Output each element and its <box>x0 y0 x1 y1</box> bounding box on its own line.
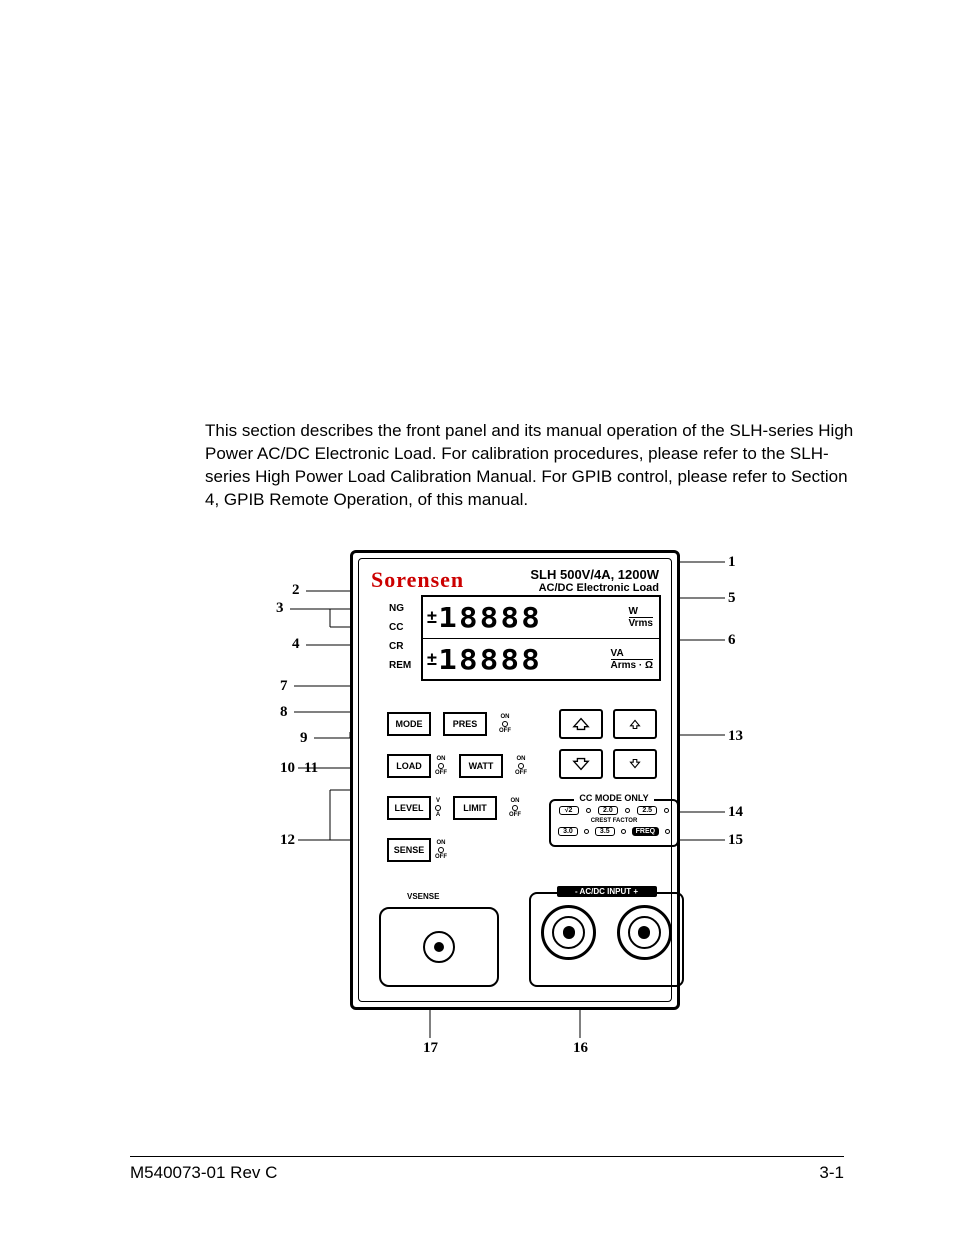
input-terminal-pos[interactable] <box>617 905 672 960</box>
led-rem: REM <box>389 656 411 675</box>
arrow-up-big-icon <box>572 717 590 731</box>
callout-15: 15 <box>728 832 743 849</box>
lcd1-digits: 18888 <box>438 601 542 634</box>
page-footer: M540073-01 Rev C 3-1 <box>130 1156 844 1183</box>
lcd2-prefix: ± <box>427 649 437 670</box>
limit-button[interactable]: LIMIT <box>453 796 497 820</box>
vsense-connector[interactable] <box>423 931 455 963</box>
input-terminal-neg[interactable] <box>541 905 596 960</box>
callout-6: 6 <box>728 632 736 649</box>
crest-factor-label: CREST FACTOR <box>555 818 673 824</box>
callout-5: 5 <box>728 590 736 607</box>
callout-11: 11 <box>304 760 318 777</box>
callout-8: 8 <box>280 704 288 721</box>
callout-3: 3 <box>276 600 284 617</box>
cf-3-5-button[interactable]: 3.5 <box>595 827 615 836</box>
led-dot <box>586 808 591 813</box>
down-fine-button[interactable] <box>613 749 657 779</box>
led-dot <box>625 808 630 813</box>
callout-4: 4 <box>292 636 300 653</box>
watt-led: ONOFF <box>515 756 527 776</box>
mode-button[interactable]: MODE <box>387 712 431 736</box>
lcd-row-2: ± 18888 VA Arms · Ω <box>423 638 659 679</box>
callout-2: 2 <box>292 582 300 599</box>
limit-led: ONOFF <box>509 798 521 818</box>
lcd1-prefix: ± <box>427 607 437 628</box>
model-label: SLH 500V/4A, 1200W AC/DC Electronic Load <box>530 567 659 594</box>
cf-2-0-button[interactable]: 2.0 <box>598 806 618 815</box>
arrow-pad <box>559 709 669 789</box>
instrument-panel: Sorensen SLH 500V/4A, 1200W AC/DC Electr… <box>350 550 680 1010</box>
cf-3-0-button[interactable]: 3.0 <box>558 827 578 836</box>
lcd2-units: VA Arms · Ω <box>611 648 653 671</box>
sense-led: ONOFF <box>435 840 447 860</box>
pres-button[interactable]: PRES <box>443 712 487 736</box>
led-dot <box>584 829 589 834</box>
vsense-area <box>379 907 499 987</box>
callout-13: 13 <box>728 728 743 745</box>
lcd1-unit-vrms: Vrms <box>629 618 653 629</box>
callout-9: 9 <box>300 730 308 747</box>
page: This section describes the front panel a… <box>0 0 954 1235</box>
callout-16: 16 <box>573 1040 588 1057</box>
callout-14: 14 <box>728 804 743 821</box>
callout-10: 10 <box>280 760 295 777</box>
callout-7: 7 <box>280 678 288 695</box>
acdc-input-area: - AC/DC INPUT + <box>529 892 684 987</box>
lcd1-unit-w: W <box>629 606 638 617</box>
panel-inner-border: Sorensen SLH 500V/4A, 1200W AC/DC Electr… <box>358 558 672 1002</box>
callout-12: 12 <box>280 832 295 849</box>
led-dot <box>621 829 626 834</box>
led-cr: CR <box>389 637 411 656</box>
down-coarse-button[interactable] <box>559 749 603 779</box>
led-ng: NG <box>389 599 411 618</box>
led-cc: CC <box>389 618 411 637</box>
acdc-input-title: - AC/DC INPUT + <box>557 886 657 897</box>
freq-button[interactable]: FREQ <box>632 827 659 836</box>
arrow-down-small-icon <box>626 757 644 771</box>
led-dot <box>665 829 670 834</box>
model-line1: SLH 500V/4A, 1200W <box>530 567 659 582</box>
watt-button[interactable]: WATT <box>459 754 503 778</box>
callout-17: 17 <box>423 1040 438 1057</box>
cf-sqrt2-button[interactable]: √2 <box>559 806 579 815</box>
brand-logo: Sorensen <box>371 567 464 593</box>
footer-right: 3-1 <box>819 1163 844 1183</box>
front-panel-diagram: Sorensen SLH 500V/4A, 1200W AC/DC Electr… <box>270 540 730 1060</box>
arrow-down-big-icon <box>572 757 590 771</box>
arrow-up-small-icon <box>626 717 644 731</box>
pres-led: ONOFF <box>499 714 511 734</box>
cc-mode-title: CC MODE ONLY <box>574 793 654 803</box>
intro-paragraph: This section describes the front panel a… <box>205 420 855 512</box>
model-line2: AC/DC Electronic Load <box>530 582 659 594</box>
cf-2-5-button[interactable]: 2.5 <box>637 806 657 815</box>
callout-1: 1 <box>728 554 736 571</box>
level-led: VA <box>435 798 441 818</box>
lcd1-units: W Vrms <box>629 606 653 629</box>
lcd-row-1: ± 18888 W Vrms <box>423 597 659 638</box>
sense-button[interactable]: SENSE <box>387 838 431 862</box>
lcd2-digits: 18888 <box>438 643 542 676</box>
vsense-label: VSENSE <box>407 892 439 901</box>
lcd-display: ± 18888 W Vrms ± 18888 VA <box>421 595 661 681</box>
button-grid: MODE PRES ONOFF LOAD ONOFF WATT ONO <box>387 709 537 877</box>
lcd2-unit-arms: Arms · Ω <box>611 660 653 671</box>
up-coarse-button[interactable] <box>559 709 603 739</box>
load-button[interactable]: LOAD <box>387 754 431 778</box>
status-led-labels: NG CC CR REM <box>389 599 411 675</box>
up-fine-button[interactable] <box>613 709 657 739</box>
led-dot <box>664 808 669 813</box>
level-button[interactable]: LEVEL <box>387 796 431 820</box>
cc-mode-box: CC MODE ONLY √2 2.0 2.5 CREST FACTOR 3.0… <box>549 799 679 847</box>
load-led: ONOFF <box>435 756 447 776</box>
lcd2-unit-va: VA <box>611 648 624 659</box>
footer-left: M540073-01 Rev C <box>130 1163 277 1183</box>
